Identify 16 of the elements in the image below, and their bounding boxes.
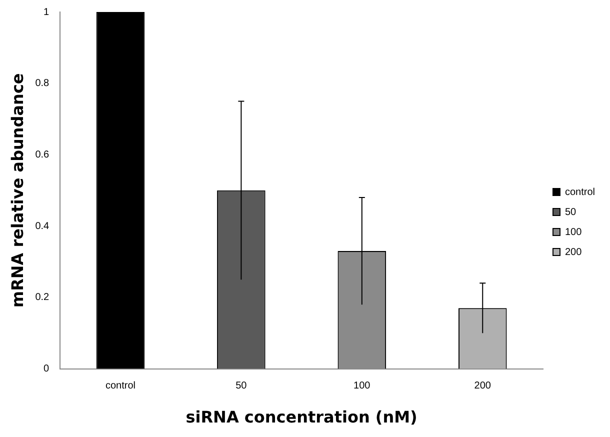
y-tick-label: 0.4 <box>35 220 50 232</box>
y-tick-label: 0 <box>44 364 50 375</box>
x-tick-label: 50 <box>236 380 248 392</box>
y-tick-label: 1 <box>44 6 50 18</box>
x-tick-label: control <box>105 380 136 392</box>
y-tick-label: 0.8 <box>35 78 50 90</box>
y-axis-title: mRNA relative abundance <box>8 73 27 308</box>
x-tick-label: 100 <box>354 380 371 392</box>
legend-label: control <box>564 186 595 198</box>
x-axis-title: siRNA concentration (nM) <box>186 408 418 427</box>
legend-label: 200 <box>564 246 582 258</box>
legend-label: 100 <box>564 226 582 238</box>
legend-label: 50 <box>564 206 577 218</box>
x-tick-label: 200 <box>474 380 492 392</box>
y-tick-label: 0.2 <box>35 292 50 304</box>
y-tick-label: 0.6 <box>35 149 50 160</box>
